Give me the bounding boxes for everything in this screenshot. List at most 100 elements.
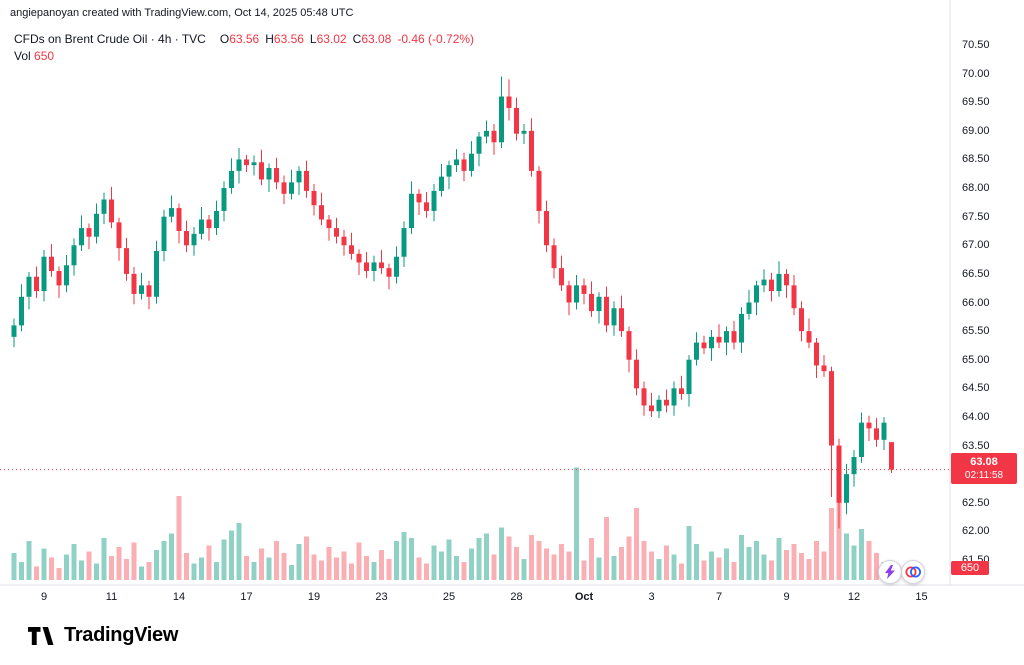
volume-bar <box>244 556 249 580</box>
time-tick-label: 25 <box>442 591 456 603</box>
price-tick-label: 68.50 <box>962 153 990 166</box>
candle-body <box>101 199 107 214</box>
candle-body <box>536 170 542 211</box>
volume-bar <box>364 556 369 580</box>
candle-body <box>814 342 819 366</box>
volume-bar <box>341 551 347 580</box>
candle-body <box>859 422 864 457</box>
volume-bar <box>131 542 137 580</box>
low-value: 63.02 <box>316 32 347 46</box>
candle-body <box>304 170 309 191</box>
volume-bar <box>409 538 414 580</box>
volume-bar <box>604 517 609 580</box>
candle-body <box>799 308 804 332</box>
price-axis[interactable]: 70.50 70.00 69.50 69.00 68.50 68.00 67.50 67.00… <box>950 0 1024 585</box>
volume-bar <box>401 532 407 580</box>
volume-bar <box>41 548 47 580</box>
candle-body <box>559 268 564 286</box>
volume-bar <box>784 550 789 580</box>
volume-bar <box>506 536 512 580</box>
last-volume-badge: 650 <box>951 561 989 576</box>
candle-body <box>289 182 294 194</box>
candle-body <box>49 256 54 272</box>
volume-bar <box>349 563 354 580</box>
candle-body <box>731 331 737 343</box>
volume-bar <box>559 544 564 580</box>
candle-body <box>439 176 444 191</box>
candle-body <box>844 474 849 503</box>
candle-body <box>161 216 167 251</box>
candle-body <box>491 130 497 143</box>
volume-bar <box>431 545 437 580</box>
volume-bar <box>536 541 542 580</box>
candle-body <box>851 457 857 475</box>
volume-bar <box>86 551 92 580</box>
candle-body <box>379 262 384 269</box>
volume-bar <box>574 467 579 580</box>
price-tick-label: 66.50 <box>962 267 990 280</box>
lightning-icon[interactable] <box>878 560 902 584</box>
candle-body <box>424 202 429 211</box>
volume-bar <box>521 559 527 580</box>
candle-body <box>836 445 842 503</box>
candle-body <box>761 279 767 286</box>
candle-body <box>739 313 744 343</box>
candle-body <box>619 308 624 332</box>
price-tick-label: 69.50 <box>962 96 990 109</box>
candle-body <box>394 256 399 277</box>
chart-legend[interactable]: CFDs on Brent Crude Oil · 4h · TVC O63.56… <box>14 31 474 66</box>
candle-body <box>641 388 647 406</box>
candle-body <box>724 331 729 343</box>
volume-bar <box>334 557 339 580</box>
high-label: H <box>265 32 274 46</box>
volume-bar <box>461 562 467 580</box>
volume-bar <box>701 560 707 580</box>
candle-body <box>566 285 572 303</box>
volume-bar <box>56 568 62 580</box>
candle-body <box>611 308 617 326</box>
candle-body <box>146 285 152 297</box>
candle-body <box>746 302 752 314</box>
volume-bar <box>424 563 429 580</box>
candle-body <box>169 208 174 217</box>
volume-bar <box>386 559 392 580</box>
volume-bar <box>874 553 879 580</box>
volume-bar <box>859 529 864 580</box>
candle-body <box>499 96 504 143</box>
volume-bar <box>544 548 549 580</box>
candle-body <box>19 296 24 326</box>
bar-countdown: 02:11:58 <box>964 469 1004 481</box>
time-axis[interactable]: 9 11 14 17 19 23 25 28 Oct 3 7 9 12 15 <box>0 585 950 611</box>
candle-body <box>544 210 549 246</box>
volume-bar <box>326 547 332 580</box>
legend-row-volume: Vol 650 <box>14 48 474 65</box>
volume-bar <box>371 562 377 580</box>
candle-body <box>311 190 317 206</box>
time-tick-label: 14 <box>172 591 186 603</box>
candle-body <box>656 399 662 412</box>
attribution-text: angiepanoyan created with TradingView.co… <box>10 7 354 19</box>
candle-body <box>634 359 639 389</box>
paper-trading-icon[interactable] <box>901 560 925 584</box>
candle-body <box>791 285 797 309</box>
candle-body <box>191 233 197 246</box>
candle-body <box>806 331 812 343</box>
volume-bar <box>251 562 257 580</box>
candle-body <box>574 285 579 303</box>
volume-bar <box>274 541 279 580</box>
volume-bar <box>739 535 744 580</box>
candle-body <box>416 193 422 203</box>
time-tick-label: 23 <box>375 591 388 603</box>
candle-body <box>694 342 699 360</box>
price-tick-label: 67.00 <box>962 239 990 252</box>
price-tick-label: 63.50 <box>962 439 990 452</box>
candle-body <box>26 276 32 297</box>
volume-bar <box>109 556 114 580</box>
volume-bar <box>221 539 227 580</box>
candle-body <box>326 219 332 229</box>
tradingview-logo[interactable]: TradingView <box>28 624 178 647</box>
candle-body <box>596 296 602 312</box>
volume-bar <box>236 523 242 580</box>
